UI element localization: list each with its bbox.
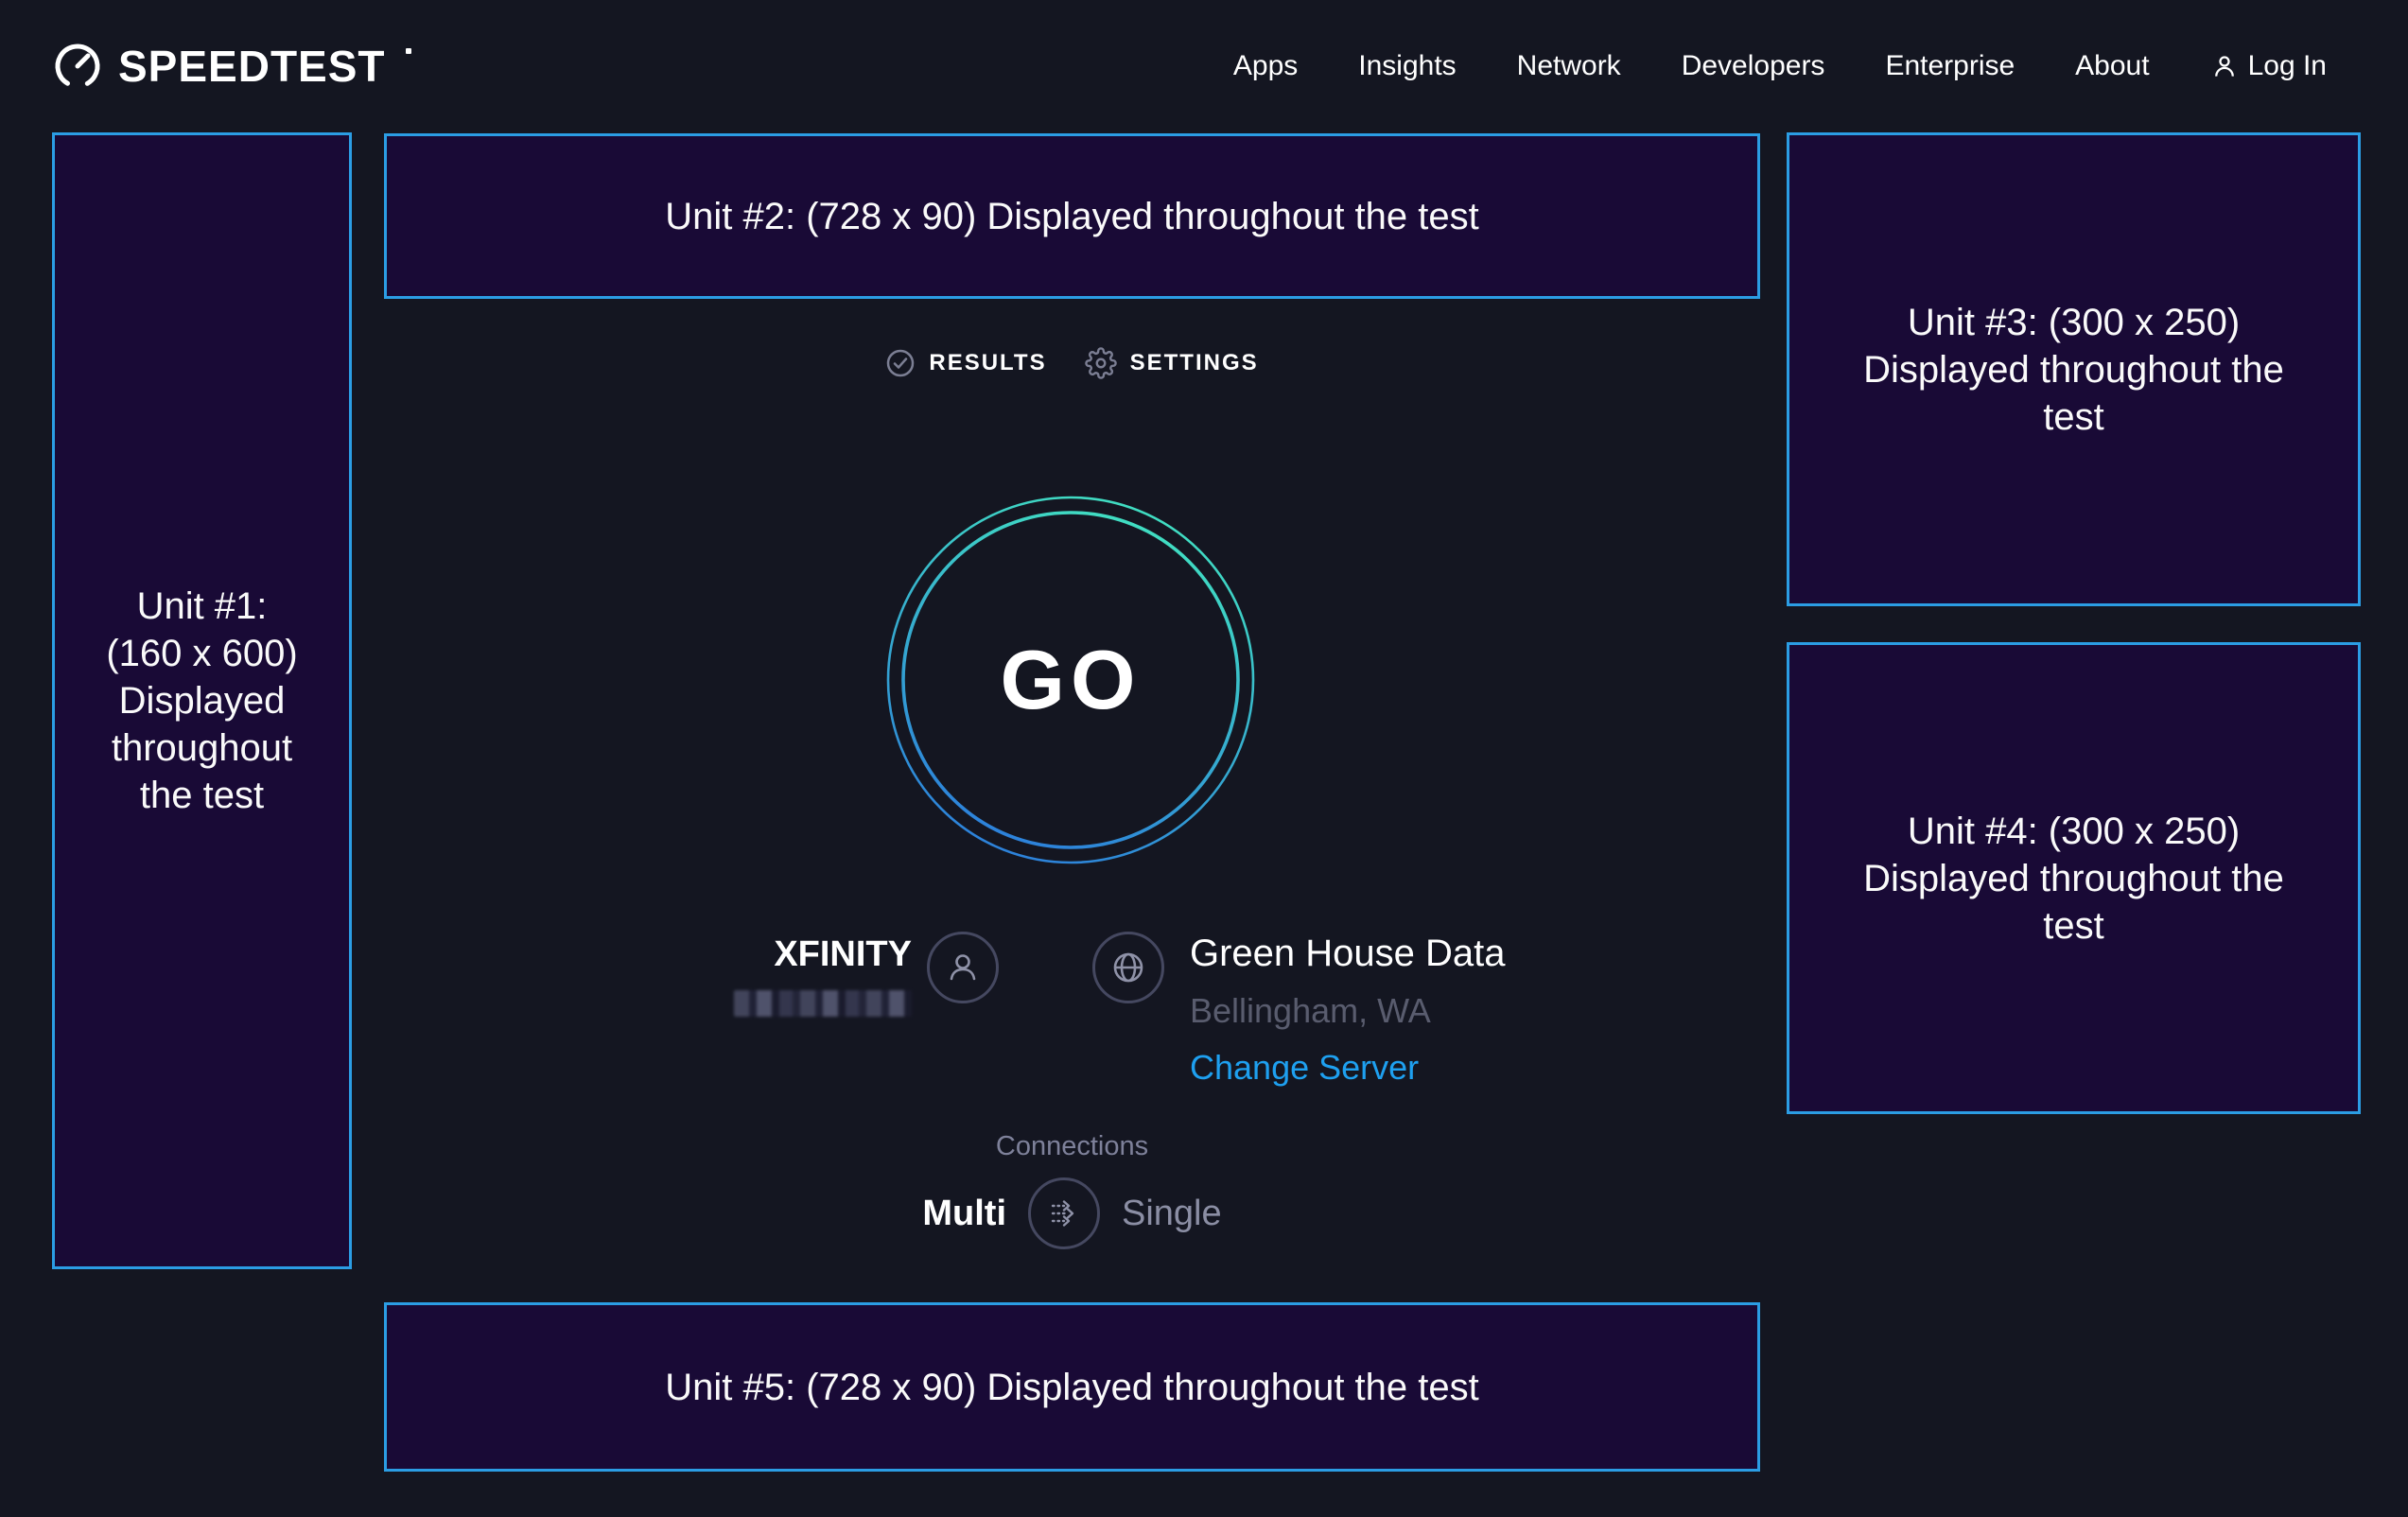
blurred-ip-address: [734, 990, 912, 1017]
ad-unit-2-text: Unit #2: (728 x 90) Displayed throughout…: [665, 195, 1479, 237]
trademark-mark: [405, 48, 411, 54]
nav-item-network[interactable]: Network: [1516, 50, 1621, 81]
server-name: Green House Data: [1190, 933, 1506, 974]
login-label: Log In: [2247, 50, 2327, 81]
logo[interactable]: SPEEDTEST: [52, 41, 411, 92]
person-icon: [950, 954, 976, 981]
isp-icon-circle: [927, 932, 999, 1003]
nav-item-enterprise[interactable]: Enterprise: [1885, 50, 2015, 81]
nav-menu: Apps Insights Network Developers Enterpr…: [1233, 50, 2327, 82]
isp-info: XFINITY: [547, 934, 912, 1017]
server-info: Green House Data Bellingham, WA Change S…: [1190, 933, 1506, 1088]
ad-unit-3-text: Unit #3: (300 x 250) Displayed throughou…: [1863, 301, 2284, 438]
isp-name: XFINITY: [774, 934, 912, 974]
ad-unit-2[interactable]: Unit #2: (728 x 90) Displayed throughout…: [384, 133, 1760, 299]
logo-text: SPEEDTEST: [118, 42, 386, 91]
change-server-link[interactable]: Change Server: [1190, 1048, 1420, 1087]
ad-unit-5-text: Unit #5: (728 x 90) Displayed throughout…: [665, 1366, 1479, 1408]
check-circle-icon: [887, 349, 915, 377]
single-option[interactable]: Single: [1122, 1193, 1222, 1233]
tab-results-label: RESULTS: [929, 350, 1047, 375]
nav-item-developers[interactable]: Developers: [1681, 50, 1825, 81]
top-nav: SPEEDTEST Apps Insights Network Develope…: [0, 0, 2408, 132]
nav-item-about[interactable]: About: [2075, 50, 2150, 81]
tab-settings[interactable]: SETTINGS: [1084, 347, 1259, 379]
ad-unit-4[interactable]: Unit #4: (300 x 250) Displayed throughou…: [1787, 642, 2361, 1114]
ad-unit-1-text: Unit #1: (160 x 600) Displayed throughou…: [106, 585, 298, 816]
nav-item-login[interactable]: Log In: [2210, 50, 2327, 82]
gear-icon: [1084, 347, 1117, 379]
tab-bar: RESULTS SETTINGS: [384, 340, 1760, 386]
tab-results[interactable]: RESULTS: [885, 348, 1046, 378]
connections-toggle-button[interactable]: [1028, 1177, 1100, 1249]
multi-option[interactable]: Multi: [922, 1193, 1006, 1233]
go-button-label: GO: [1000, 633, 1142, 726]
server-location: Bellingham, WA: [1190, 991, 1431, 1030]
go-button[interactable]: GO: [881, 491, 1260, 869]
ad-unit-4-text: Unit #4: (300 x 250) Displayed throughou…: [1863, 810, 2284, 947]
connections-toggle: Multi Single: [384, 1177, 1760, 1249]
ad-unit-5[interactable]: Unit #5: (728 x 90) Displayed throughout…: [384, 1302, 1760, 1472]
connections-label: Connections: [995, 1131, 1149, 1161]
globe-icon: [1113, 952, 1143, 983]
tab-settings-label: SETTINGS: [1129, 350, 1259, 375]
ad-unit-3[interactable]: Unit #3: (300 x 250) Displayed throughou…: [1787, 132, 2361, 606]
go-ring: [886, 496, 1255, 864]
ad-unit-1[interactable]: Unit #1: (160 x 600) Displayed throughou…: [52, 132, 352, 1269]
nav-item-apps[interactable]: Apps: [1232, 50, 1299, 81]
multi-arrows-icon: [1051, 1200, 1074, 1227]
user-icon: [2214, 56, 2234, 77]
nav-item-insights[interactable]: Insights: [1358, 50, 1457, 81]
server-icon-circle: [1092, 932, 1164, 1003]
speedometer-icon: [55, 44, 100, 89]
